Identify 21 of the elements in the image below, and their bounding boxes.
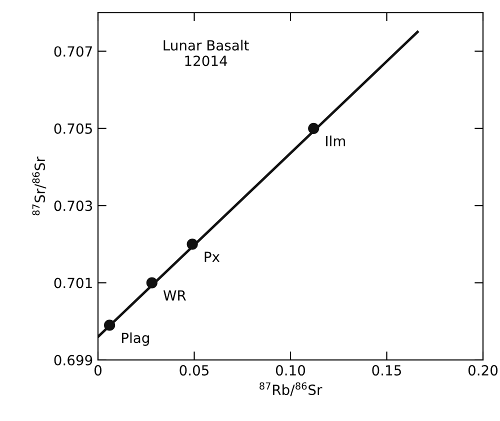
y-tick-label: 0.699	[54, 354, 92, 366]
x-tick-label: 0.10	[276, 365, 306, 376]
x-tick-label: 0.05	[180, 365, 208, 376]
x-axis-title: $^{87}$Rb/$^{86}$Sr	[260, 382, 322, 396]
point	[104, 320, 116, 331]
annotation: Ilm	[326, 136, 346, 146]
y-tick-label: 0.703	[54, 200, 92, 212]
annotation: Px	[204, 252, 220, 262]
x-tick-label: 0	[94, 365, 102, 376]
point	[146, 277, 158, 288]
y-axis-title: $^{87}$Sr/$^{86}$Sr	[32, 156, 46, 216]
annotation: Plag	[122, 332, 149, 346]
y-tick-label: 0.701	[54, 278, 92, 288]
point	[308, 122, 320, 134]
annotation: Lunar Basalt 12014	[164, 40, 249, 66]
y-tick-label: 0.705	[54, 123, 92, 134]
y-tick-label: 0.707	[54, 46, 92, 57]
x-tick-label: 0.15	[372, 365, 401, 376]
point	[186, 238, 198, 250]
x-tick-label: 0.20	[468, 365, 498, 376]
annotation: WR	[163, 290, 186, 300]
